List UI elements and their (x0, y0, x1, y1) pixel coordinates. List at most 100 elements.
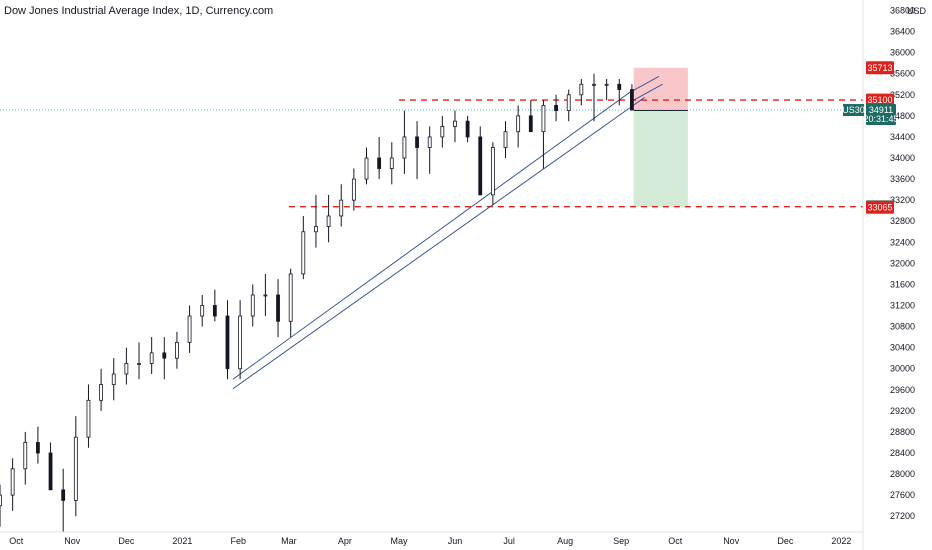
x-tick-label: Dec (118, 536, 135, 546)
y-tick-label: 36000 (890, 48, 915, 58)
y-tick-label: 34400 (890, 132, 915, 142)
chart-title: Dow Jones Industrial Average Index, 1D, … (4, 5, 274, 17)
candle (617, 79, 622, 106)
x-tick-label: Apr (338, 536, 352, 546)
target-lower-price-tag-bg (866, 200, 894, 214)
candle-body (200, 305, 205, 317)
candle-body (604, 83, 609, 86)
candle-body (175, 341, 179, 359)
candle-body (250, 294, 255, 317)
candle (86, 384, 91, 448)
candle-body (579, 83, 584, 96)
candle-body (339, 199, 344, 217)
candle (604, 79, 609, 101)
candle-body (503, 131, 508, 148)
candle-body (288, 273, 293, 322)
candle-body (402, 136, 407, 159)
candle-body (453, 120, 457, 127)
candle (250, 284, 255, 327)
x-tick-label: Jun (448, 536, 463, 546)
candle (478, 126, 483, 196)
x-tick-label: Mar (281, 536, 297, 546)
trend-line-2 (629, 75, 660, 93)
candle-body (111, 373, 116, 385)
candle-body (630, 89, 634, 111)
candle (490, 142, 495, 206)
trend-line-3 (633, 83, 663, 101)
y-tick-label: 33600 (890, 174, 915, 184)
stop-price-tag-bg (866, 61, 894, 75)
candle (301, 215, 306, 280)
y-tick-label: 29600 (890, 385, 915, 395)
candle (263, 273, 268, 317)
x-tick-label: May (390, 536, 408, 546)
candle (175, 331, 179, 369)
candle (453, 110, 457, 143)
candle-body (478, 136, 483, 196)
y-tick-label: 34800 (890, 111, 915, 121)
candle (61, 468, 66, 532)
candle-body (263, 294, 268, 297)
y-tick-label: 35200 (890, 90, 915, 100)
target-lower-price-tag: 33065 (867, 202, 892, 212)
candle (111, 358, 116, 401)
x-tick-label: Nov (64, 536, 81, 546)
y-tick-label: 36400 (890, 27, 915, 37)
candle-body (541, 104, 546, 133)
candle (326, 194, 331, 243)
candle (364, 147, 369, 185)
y-tick-label: 32000 (890, 258, 915, 268)
candle (149, 337, 154, 374)
entry-price-tag: 35100 (867, 95, 892, 105)
candle-body (162, 352, 167, 359)
x-tick-label: Jul (503, 536, 515, 546)
candle (402, 110, 407, 174)
current-price-tag: 34911 (869, 105, 893, 115)
candle-body (124, 363, 129, 375)
candle-body (276, 294, 280, 322)
candle (554, 94, 558, 122)
candle (99, 368, 104, 411)
candle (389, 142, 394, 185)
candle (516, 105, 521, 148)
countdown-tag: 20:31:45 (863, 114, 898, 124)
candle (592, 73, 596, 122)
y-tick-label: 33200 (890, 195, 915, 205)
candle (36, 426, 40, 464)
candle (440, 115, 445, 148)
candle-body (212, 305, 217, 317)
candle-body (301, 231, 306, 275)
candle-body (326, 215, 331, 227)
candle (200, 294, 205, 327)
x-tick-label: Feb (231, 536, 247, 546)
candle-body (137, 363, 141, 365)
trend-line-1 (232, 97, 645, 390)
symbol-tag-bg (843, 104, 864, 117)
candle-body (592, 83, 596, 86)
candle-body (86, 399, 91, 438)
trend-line-0 (232, 89, 634, 380)
take-profit-zone (633, 110, 688, 207)
candle-body (490, 147, 495, 196)
y-tick-label: 35600 (890, 69, 915, 79)
candle-body (440, 126, 445, 138)
candle-body (187, 315, 192, 343)
candle (566, 89, 571, 122)
candle-body (225, 315, 230, 370)
candle (162, 337, 167, 380)
candle-body (554, 104, 558, 112)
candle (377, 136, 382, 180)
candle-body (364, 157, 369, 180)
x-tick-label: Oct (9, 536, 24, 546)
candle-body (351, 178, 356, 201)
candle-body (566, 94, 571, 112)
candle-body (427, 136, 432, 148)
y-tick-label: 32400 (890, 237, 915, 247)
candle (23, 431, 28, 485)
candle (579, 79, 584, 106)
candle-body (389, 157, 394, 169)
candle-body (73, 436, 78, 501)
candle (187, 305, 192, 353)
